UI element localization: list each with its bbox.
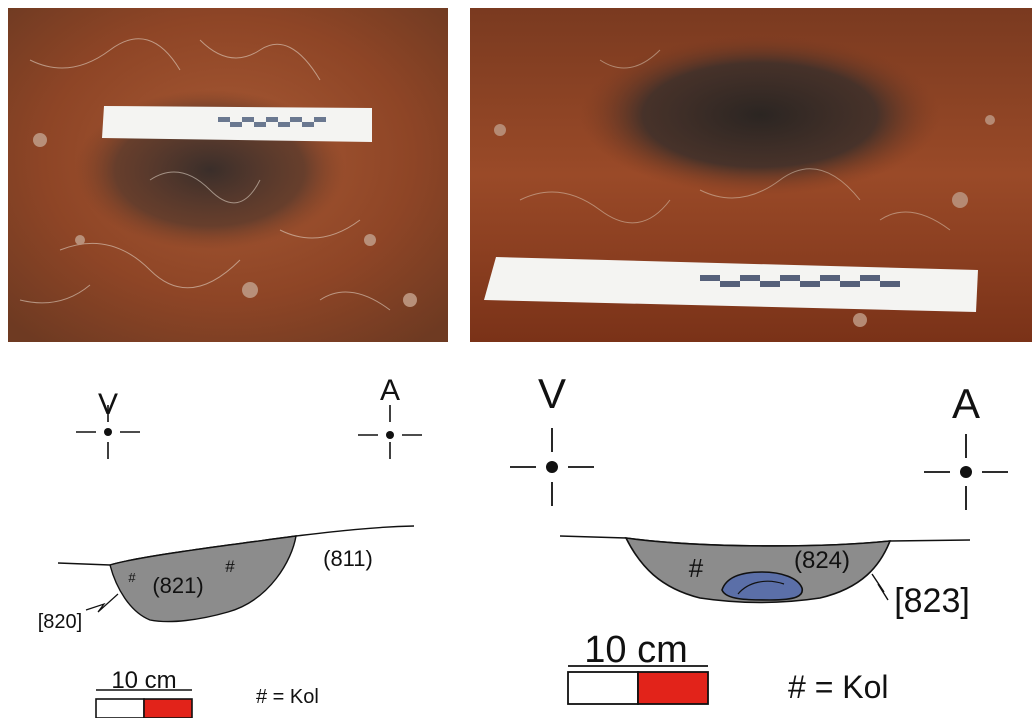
right-marker-a <box>924 434 1008 510</box>
left-cut-pointer <box>85 593 119 613</box>
right-layer-fill-label: (824) <box>794 547 850 574</box>
right-charcoal-mark: # <box>689 553 704 583</box>
right-pit-fill <box>624 537 892 604</box>
right-surface-line <box>559 535 971 547</box>
right-cut-label: [823] <box>894 582 970 620</box>
right-stone-detail <box>737 580 785 595</box>
left-direction-a: A <box>380 374 400 407</box>
left-marker-a <box>358 405 422 459</box>
right-photo-scale-card <box>484 257 978 312</box>
right-direction-v: V <box>538 370 566 417</box>
right-photo-roots <box>519 49 951 231</box>
left-photo-scale-card <box>102 106 372 142</box>
left-layer-surround-label: (811) <box>323 546 373 571</box>
left-legend: # = Kol <box>256 686 319 708</box>
left-marker-v <box>76 405 140 459</box>
right-photo <box>470 8 1032 342</box>
left-section-drawing: V A # # (821) (811) [820] 10 cm # = Kol <box>38 374 422 718</box>
left-layer-fill-label: (821) <box>152 573 203 598</box>
right-scale-label: 10 cm <box>584 629 687 671</box>
left-direction-v: V <box>98 388 118 421</box>
right-photo-pebbles <box>494 115 995 327</box>
right-cut-pointer <box>871 573 889 601</box>
left-scale-red <box>143 698 193 718</box>
left-cut-label: [820] <box>38 611 82 633</box>
left-scale-white <box>95 698 145 718</box>
left-pit-fill <box>109 535 297 623</box>
right-scale-white <box>567 671 639 705</box>
left-charcoal-mark-1: # <box>128 570 136 585</box>
right-section-drawing: V A # (824) [823] 10 cm # = Kol <box>510 370 1008 705</box>
left-photo <box>8 8 448 342</box>
right-photo-pit <box>580 35 940 195</box>
right-legend: # = Kol <box>788 669 889 705</box>
right-scale-red <box>637 671 709 705</box>
left-charcoal-mark-2: # <box>225 557 235 576</box>
right-stone <box>721 571 804 601</box>
right-marker-v <box>510 428 594 506</box>
right-direction-a: A <box>952 380 980 427</box>
left-photo-roots <box>19 38 391 311</box>
left-photo-pebbles <box>33 133 417 307</box>
